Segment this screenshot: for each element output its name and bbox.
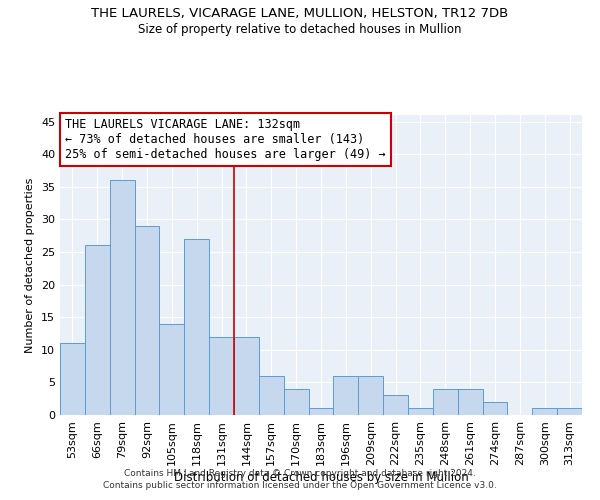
Bar: [85, 246, 110, 415]
Bar: [334, 376, 358, 415]
Bar: [134, 226, 160, 415]
Bar: [308, 408, 334, 415]
Bar: [184, 239, 209, 415]
Bar: [110, 180, 134, 415]
Bar: [408, 408, 433, 415]
Text: THE LAURELS, VICARAGE LANE, MULLION, HELSTON, TR12 7DB: THE LAURELS, VICARAGE LANE, MULLION, HEL…: [91, 8, 509, 20]
Bar: [433, 389, 458, 415]
Bar: [160, 324, 184, 415]
Bar: [209, 336, 234, 415]
Text: THE LAURELS VICARAGE LANE: 132sqm
← 73% of detached houses are smaller (143)
25%: THE LAURELS VICARAGE LANE: 132sqm ← 73% …: [65, 118, 386, 161]
Bar: [482, 402, 508, 415]
Bar: [234, 336, 259, 415]
Bar: [284, 389, 308, 415]
Bar: [383, 396, 408, 415]
Bar: [60, 344, 85, 415]
Bar: [358, 376, 383, 415]
Text: Contains public sector information licensed under the Open Government Licence v3: Contains public sector information licen…: [103, 481, 497, 490]
Bar: [532, 408, 557, 415]
Bar: [458, 389, 482, 415]
Text: Size of property relative to detached houses in Mullion: Size of property relative to detached ho…: [138, 22, 462, 36]
Bar: [259, 376, 284, 415]
Bar: [557, 408, 582, 415]
Y-axis label: Number of detached properties: Number of detached properties: [25, 178, 35, 352]
X-axis label: Distribution of detached houses by size in Mullion: Distribution of detached houses by size …: [173, 470, 469, 484]
Text: Contains HM Land Registry data © Crown copyright and database right 2024.: Contains HM Land Registry data © Crown c…: [124, 468, 476, 477]
